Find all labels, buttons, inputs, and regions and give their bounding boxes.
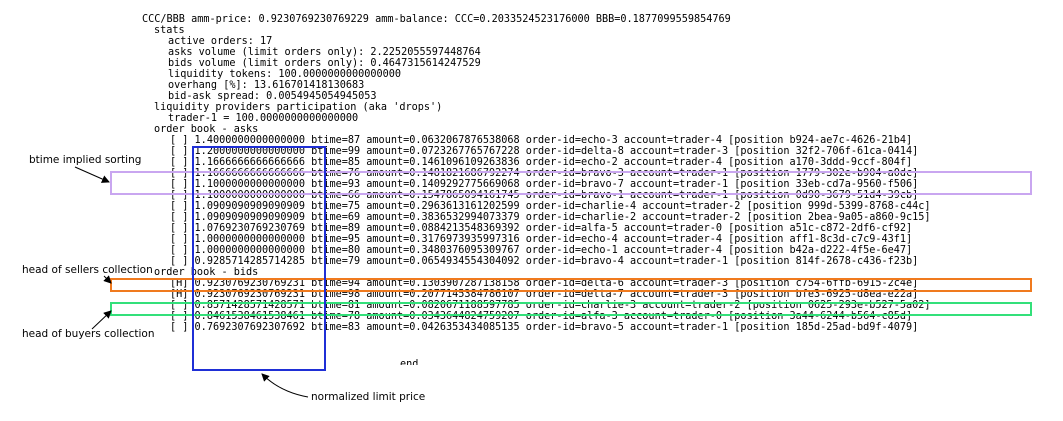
bid-row: [ ] 0.8461538461538461 btime=78 amount=0… [170,311,912,322]
order-price: 1.0000000000000000 [194,234,305,245]
order-price: 1.1000000000000000 [194,190,305,201]
order-price: 0.7692307692307692 [194,322,305,333]
order-price: 1.0769230769230769 [194,223,305,234]
order-details: btime=69 amount=0.3836532994073379 order… [311,212,931,223]
ask-row: [ ] 1.1000000000000000 btime=66 amount=0… [170,190,918,201]
order-price: 1.2000000000000000 [194,146,305,157]
order-details: btime=89 amount=0.0884213548369392 order… [311,223,913,234]
buyers-arrow [91,310,112,330]
liquidity-line: trader-1 = 100.0000000000000000 [168,113,359,124]
order-details: btime=98 amount=0.2077145384786107 order… [311,289,919,300]
order-flag: [H] [170,278,189,289]
order-price: 1.1666666666666666 [194,168,305,179]
order-price: 0.8461538461538461 [194,311,305,322]
btime-sorting-annotation: btime implied sorting [29,154,142,166]
order-details: btime=95 amount=0.3176973935997316 order… [311,234,913,245]
ask-row: [ ] 1.1666666666666666 btime=76 amount=0… [170,168,918,179]
stats-line: asks volume (limit orders only): 2.22520… [168,47,481,58]
order-details: btime=78 amount=0.0343644824759207 order… [311,311,913,322]
order-price: 0.8571428571428571 [194,300,305,311]
order-flag: [ ] [170,157,189,168]
order-flag: [ ] [170,190,189,201]
bids-title: order book - bids [154,267,259,278]
order-flag: [ ] [170,201,189,212]
btime-arrow [74,166,110,183]
sellers-head-highlight-box [110,278,1032,292]
ask-row: [ ] 0.9285714285714285 btime=79 amount=0… [170,256,918,267]
order-flag: [ ] [170,256,189,267]
order-price: 0.9230769230769231 [194,278,305,289]
trailing-text: end [400,359,419,370]
order-price: 1.4000000000000000 [194,135,305,146]
ask-row: [ ] 1.2000000000000000 btime=99 amount=0… [170,146,918,157]
order-flag: [ ] [170,311,189,322]
stats-line: bids volume (limit orders only): 0.46473… [168,58,481,69]
limit-price-annotation: normalized limit price [311,391,426,403]
ask-row: [ ] 1.4000000000000000 btime=87 amount=0… [170,135,912,146]
order-price: 1.0909090909090909 [194,201,305,212]
order-details: btime=66 amount=0.1547865094161745 order… [311,190,919,201]
sellers-head-annotation: head of sellers collection [22,264,153,276]
order-price: 1.1666666666666666 [194,157,305,168]
bid-row: [H] 0.9230769230769231 btime=98 amount=0… [170,289,918,300]
order-details: btime=79 amount=0.0654934554304092 order… [311,256,919,267]
ask-row: [ ] 1.0000000000000000 btime=95 amount=0… [170,234,912,245]
order-details: btime=87 amount=0.0632067876538068 order… [311,135,913,146]
limit-price-arrow [261,373,309,398]
order-flag: [ ] [170,223,189,234]
ask-row: [ ] 1.0909090909090909 btime=69 amount=0… [170,212,931,223]
order-flag: [ ] [170,179,189,190]
asks-title: order book - asks [154,124,259,135]
stats-line: overhang [%]: 13.616701418130683 [168,80,365,91]
ask-row: [ ] 1.0000000000000000 btime=80 amount=0… [170,245,912,256]
buyers-head-annotation: head of buyers collection [22,328,155,340]
order-flag: [ ] [170,234,189,245]
btime-sorting-highlight-box [110,171,1032,195]
order-details: btime=83 amount=0.0426353434085135 order… [311,322,919,333]
order-details: btime=99 amount=0.0723267765767228 order… [311,146,919,157]
liquidity-title: liquidity providers participation (aka '… [154,102,443,113]
ask-row: [ ] 1.1000000000000000 btime=93 amount=0… [170,179,918,190]
buyers-head-highlight-box [110,302,1032,316]
order-details: btime=80 amount=0.3480376095309767 order… [311,245,913,256]
order-details: btime=81 amount=0.0820671188597785 order… [311,300,931,311]
order-flag: [ ] [170,300,189,311]
order-price: 1.1000000000000000 [194,179,305,190]
ask-row: [ ] 1.0769230769230769 btime=89 amount=0… [170,223,912,234]
order-price: 0.9230769230769231 [194,289,305,300]
order-details: btime=93 amount=0.1409292775669068 order… [311,179,919,190]
order-flag: [ ] [170,245,189,256]
order-flag: [ ] [170,146,189,157]
order-flag: [ ] [170,168,189,179]
order-flag: [ ] [170,322,189,333]
order-price: 0.9285714285714285 [194,256,305,267]
stats-line: bid-ask spread: 0.0054945054945053 [168,91,377,102]
order-details: btime=85 amount=0.1461096109263836 order… [311,157,913,168]
stats-line: liquidity tokens: 100.0000000000000000 [168,69,402,80]
amm-header: CCC/BBB amm-price: 0.9230769230769229 am… [142,14,731,25]
order-details: btime=76 amount=0.1481821686792274 order… [311,168,919,179]
order-flag: [ ] [170,212,189,223]
order-flag: [ ] [170,135,189,146]
stats-line: active orders: 17 [168,36,273,47]
order-price: 1.0909090909090909 [194,212,305,223]
order-details: btime=75 amount=0.2963613161202599 order… [311,201,931,212]
stats-title: stats [154,25,185,36]
bid-row: [ ] 0.8571428571428571 btime=81 amount=0… [170,300,931,311]
bid-row: [H] 0.9230769230769231 btime=94 amount=0… [170,278,918,289]
order-price: 1.0000000000000000 [194,245,305,256]
sellers-arrow [103,275,112,284]
ask-row: [ ] 1.1666666666666666 btime=85 amount=0… [170,157,912,168]
bid-row: [ ] 0.7692307692307692 btime=83 amount=0… [170,322,918,333]
ask-row: [ ] 1.0909090909090909 btime=75 amount=0… [170,201,931,212]
order-details: btime=94 amount=0.1303907287138158 order… [311,278,919,289]
order-flag: [H] [170,289,189,300]
limit-price-column-box [192,146,326,371]
